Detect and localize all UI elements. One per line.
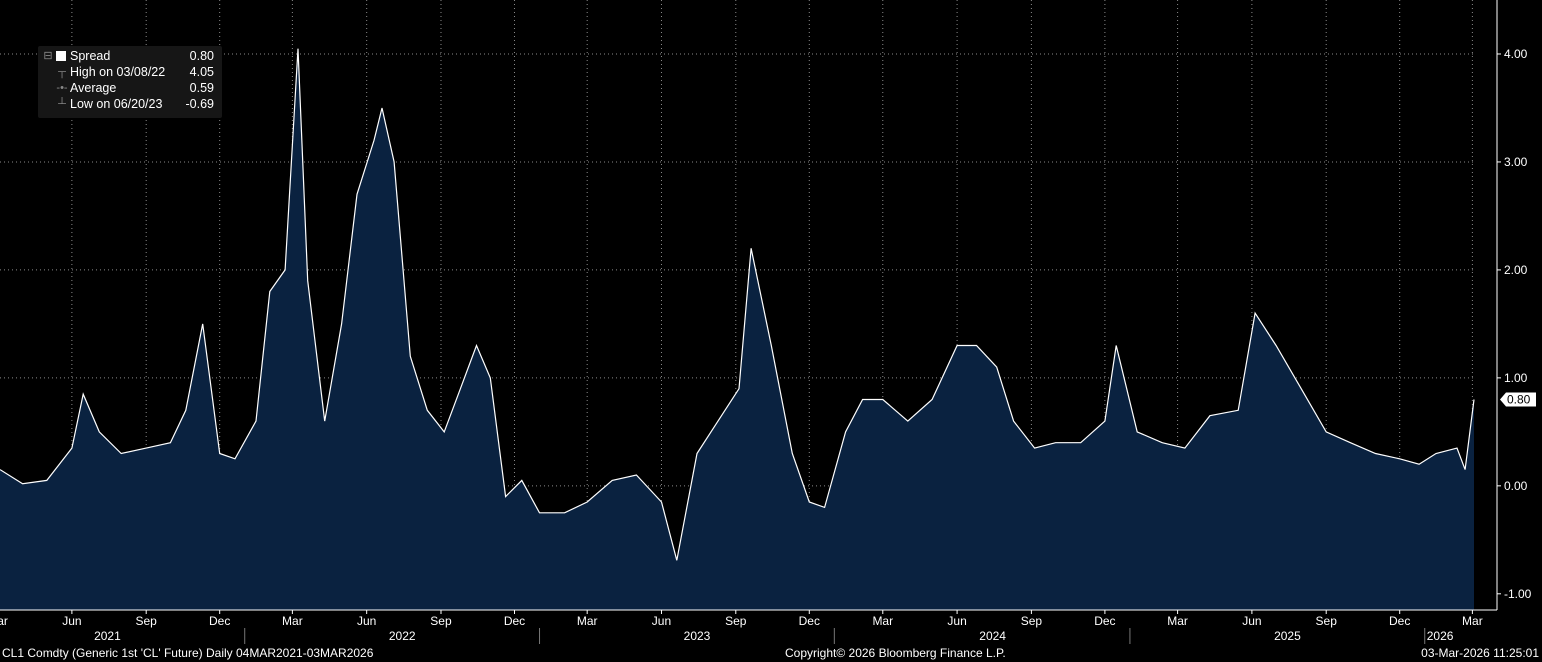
legend-value: 0.59 [189, 81, 214, 95]
x-tick-label: Sep [725, 614, 747, 628]
x-tick-label: Dec [209, 614, 230, 628]
y-tick-label: 2.00 [1504, 263, 1528, 277]
legend-value: -0.69 [185, 97, 215, 111]
legend-box: ⊟ Spread 0.80 ┬ High on 03/08/22 4.05 -•… [38, 46, 222, 118]
footer-timestamp: 03-Mar-2026 11:25:01 [1421, 646, 1539, 660]
high-marker-icon: ┬ [58, 66, 66, 78]
spread-line [0, 48, 1475, 561]
year-label: 2021 [94, 629, 121, 643]
y-tick-label: -1.00 [1504, 587, 1532, 601]
x-tick-label: Jun [357, 614, 376, 628]
x-tick-label: Dec [799, 614, 820, 628]
year-label: 2025 [1274, 629, 1301, 643]
y-tick-label: 4.00 [1504, 47, 1528, 61]
x-tick-label: Sep [1021, 614, 1043, 628]
x-tick-label: Dec [504, 614, 525, 628]
low-marker-icon: ┴ [58, 98, 66, 110]
legend-value: 0.80 [189, 49, 214, 63]
series-swatch [56, 51, 66, 61]
legend-label: Low on 06/20/23 [70, 97, 163, 111]
last-value-tag-bg [1500, 392, 1536, 407]
y-tick-label: 1.00 [1504, 371, 1528, 385]
last-value-tag: 0.80 [1500, 392, 1536, 407]
footer-ticker-description: CL1 Comdty (Generic 1st 'CL' Future) Dai… [2, 646, 374, 660]
x-tick-label: Sep [1316, 614, 1338, 628]
legend-row-average: -•- Average 0.59 [42, 80, 218, 96]
legend-label: Spread [70, 49, 111, 63]
y-tick-label: 3.00 [1504, 155, 1528, 169]
legend-label: Average [70, 81, 117, 95]
legend-row-low: ┴ Low on 06/20/23 -0.69 [42, 96, 218, 112]
x-tick-label: Mar [577, 614, 598, 628]
footer-copyright: Copyright© 2026 Bloomberg Finance L.P. [785, 646, 1006, 660]
y-tick-label: 0.00 [1504, 479, 1528, 493]
year-label: 2023 [684, 629, 711, 643]
x-tick-label: Jun [1242, 614, 1261, 628]
x-tick-label: Jun [652, 614, 671, 628]
x-tick-label: Mar [282, 614, 303, 628]
x-tick-label: Sep [136, 614, 158, 628]
legend-row-spread: ⊟ Spread 0.80 [42, 48, 218, 64]
x-tick-label: Mar [872, 614, 893, 628]
x-tick-label: Jun [947, 614, 966, 628]
collapse-icon[interactable]: ⊟ [43, 50, 53, 62]
x-tick-label: Mar [1462, 614, 1483, 628]
spread-area-fill [0, 48, 1474, 611]
x-tick-label: Dec [1094, 614, 1115, 628]
year-label: 2022 [389, 629, 416, 643]
axes [0, 0, 1501, 644]
legend-label: High on 03/08/22 [70, 65, 166, 79]
legend-row-high: ┬ High on 03/08/22 4.05 [42, 64, 218, 80]
x-tick-label: Dec [1389, 614, 1410, 628]
year-label: 2026 [1427, 629, 1454, 643]
last-value-label: 0.80 [1507, 392, 1531, 406]
legend-value: 4.05 [189, 65, 214, 79]
x-tick-label: Sep [430, 614, 452, 628]
x-tick-label: Jun [62, 614, 81, 628]
axis-labels: -1.00 0.00 1.00 2.00 3.00 4.00 Mar Jun Sep Dec Mar… [0, 47, 1536, 643]
x-tick-label: Mar [1167, 614, 1188, 628]
average-marker-icon: -•- [56, 82, 68, 94]
year-label: 2024 [979, 629, 1006, 643]
x-tick-label: Mar [0, 614, 8, 628]
